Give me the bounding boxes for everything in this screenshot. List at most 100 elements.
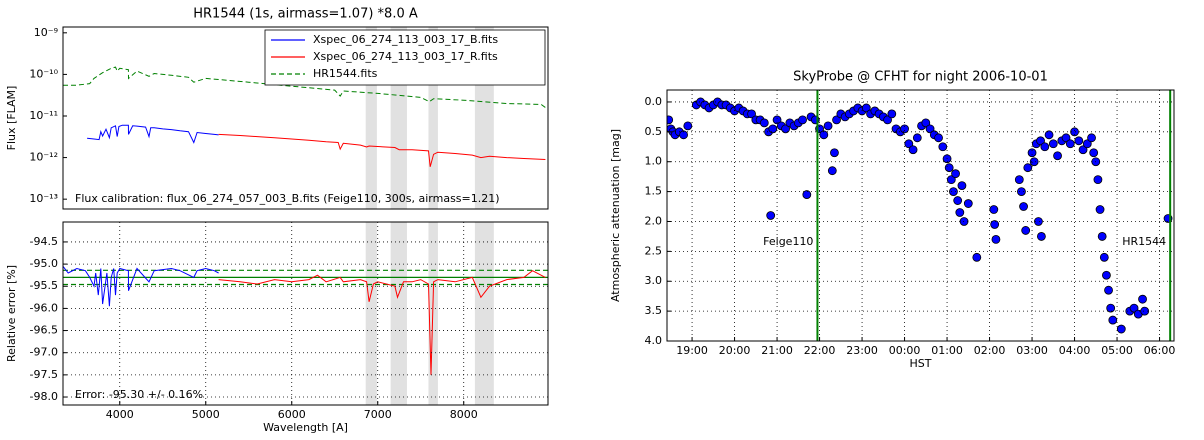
point xyxy=(1029,157,1039,167)
shaded-band xyxy=(474,222,494,405)
point xyxy=(990,220,1000,229)
y-tick-label: 10⁻¹¹ xyxy=(29,109,58,122)
point xyxy=(949,187,958,196)
point xyxy=(1048,139,1058,149)
y-tick-label: 10⁻¹² xyxy=(29,151,58,164)
y-tick-label: -96.0 xyxy=(30,301,58,314)
point xyxy=(1053,151,1062,161)
point xyxy=(683,121,693,131)
point xyxy=(759,118,769,128)
x-tick-label: 04:00 xyxy=(1059,344,1091,357)
point xyxy=(925,124,935,134)
y-tick-label: 2.0 xyxy=(645,214,663,227)
point xyxy=(1078,145,1088,155)
point xyxy=(747,109,756,119)
shaded-band xyxy=(428,27,438,209)
point xyxy=(1082,139,1092,149)
point xyxy=(946,175,956,185)
y-tick-label: -98.0 xyxy=(30,390,58,403)
y-tick-label: 10⁻¹⁰ xyxy=(29,67,58,80)
chart-title: SkyProbe @ CFHT for night 2006-10-01 xyxy=(793,70,1048,85)
point xyxy=(1027,148,1037,158)
point xyxy=(972,252,982,262)
point xyxy=(957,181,967,191)
y-tick-label: 10⁻¹³ xyxy=(29,192,58,205)
series-line xyxy=(218,270,546,375)
point xyxy=(991,235,1001,244)
point xyxy=(1036,136,1045,146)
point xyxy=(1116,324,1126,334)
point xyxy=(1037,232,1046,241)
point xyxy=(944,163,954,173)
point xyxy=(679,130,688,140)
x-tick-label: 22:00 xyxy=(804,344,836,357)
point xyxy=(1099,252,1109,262)
point xyxy=(1129,303,1139,313)
chart-title: HR1544 (1s, airmass=1.07) *8.0 A xyxy=(193,7,418,22)
x-tick-label: 21:00 xyxy=(761,344,793,357)
point xyxy=(772,115,782,125)
point xyxy=(963,199,973,208)
annotation: Flux calibration: flux_06_274_057_003_B.… xyxy=(75,192,500,205)
point xyxy=(959,217,969,226)
point xyxy=(953,196,963,205)
point xyxy=(1097,232,1107,241)
point xyxy=(766,211,776,220)
point xyxy=(1074,136,1084,146)
x-tick-label: 19:00 xyxy=(676,344,708,357)
x-tick-label: 4000 xyxy=(106,408,134,421)
y-axis-label: Relative error [%] xyxy=(5,265,18,362)
shaded-band xyxy=(390,222,407,405)
point xyxy=(887,109,897,119)
legend-label: HR1544.fits xyxy=(313,67,378,80)
point xyxy=(1104,285,1113,295)
y-tick-label: -96.5 xyxy=(30,324,58,337)
point xyxy=(768,124,778,134)
point xyxy=(667,115,674,125)
x-tick-label: 02:00 xyxy=(974,344,1006,357)
marker-label: HR1544 xyxy=(1122,235,1166,248)
point xyxy=(1040,142,1050,152)
y-tick-label: -97.0 xyxy=(30,346,58,359)
x-axis-label: HST xyxy=(910,357,932,370)
point xyxy=(900,124,909,134)
point xyxy=(1106,303,1116,313)
point xyxy=(1093,175,1103,185)
point xyxy=(989,205,999,214)
point xyxy=(912,133,922,143)
y-tick-label: 0.5 xyxy=(645,125,663,138)
point xyxy=(1089,148,1099,158)
point xyxy=(1138,294,1147,304)
axes-frame xyxy=(666,89,1175,342)
point xyxy=(802,190,812,199)
x-axis-label: Wavelength [A] xyxy=(263,421,348,434)
y-tick-label: 10⁻⁹ xyxy=(34,26,58,39)
x-tick-label: 06:00 xyxy=(1144,344,1176,357)
plot-area xyxy=(63,222,548,405)
y-tick-label: -95.5 xyxy=(30,279,58,292)
y-tick-label: 1.5 xyxy=(645,185,663,198)
axes-frame xyxy=(62,221,549,406)
point xyxy=(1021,226,1031,235)
point xyxy=(1108,315,1118,325)
point xyxy=(1017,187,1026,196)
x-tick-label: 05:00 xyxy=(1101,344,1133,357)
x-tick-label: 23:00 xyxy=(846,344,878,357)
point xyxy=(1102,270,1111,280)
point xyxy=(823,121,833,131)
point xyxy=(1070,127,1079,137)
point xyxy=(832,115,841,125)
y-axis-label: Flux [FLAM] xyxy=(5,86,18,151)
point xyxy=(1065,139,1075,149)
axes-frame xyxy=(62,26,549,210)
point xyxy=(955,208,965,217)
series-line xyxy=(63,265,219,307)
x-tick-label: 20:00 xyxy=(719,344,751,357)
y-tick-label: 2.5 xyxy=(645,244,663,257)
y-tick-label: 1.0 xyxy=(645,155,663,168)
x-tick-label: 5000 xyxy=(192,408,220,421)
point xyxy=(798,115,807,125)
point xyxy=(951,169,960,179)
